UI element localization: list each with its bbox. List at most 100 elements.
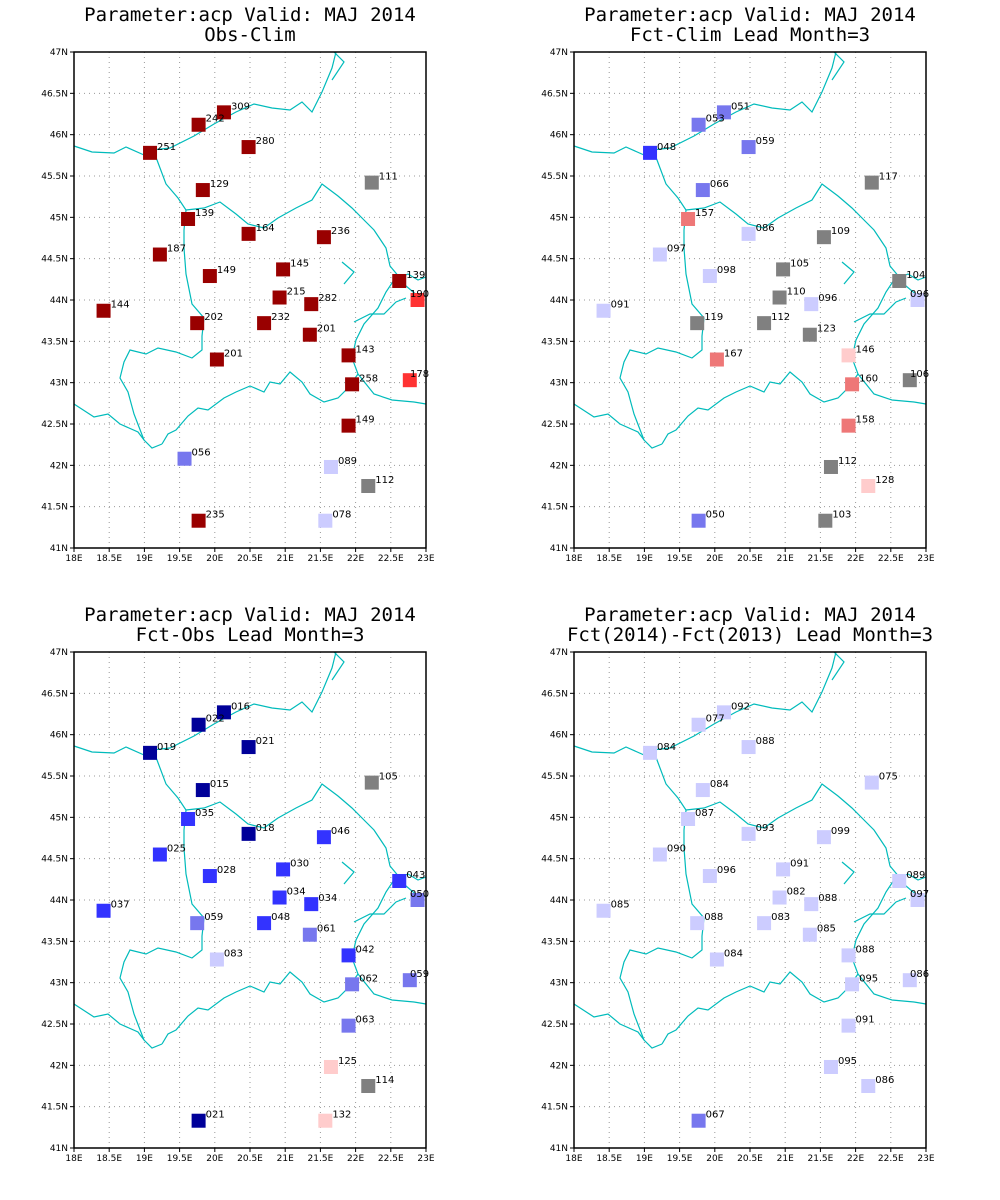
lon-tick-label: 21E [277, 1154, 294, 1164]
station-marker [741, 740, 756, 755]
lon-tick-label: 18E [565, 554, 582, 564]
station-marker [318, 513, 333, 528]
station-value: 096 [910, 289, 929, 300]
station-marker [902, 973, 917, 988]
border-line [841, 861, 855, 885]
lon-tick-label: 18E [565, 1154, 582, 1164]
station-value: 053 [706, 114, 725, 125]
border-line [685, 183, 926, 297]
station-value: 096 [717, 865, 736, 876]
station-marker [361, 479, 376, 493]
station-value: 242 [206, 114, 225, 125]
station-value: 088 [818, 893, 837, 904]
station-marker [596, 903, 611, 918]
lat-tick-label: 45.5N [41, 172, 68, 182]
station-value: 236 [331, 226, 350, 237]
station-value: 086 [910, 969, 929, 980]
station-value: 085 [817, 924, 836, 935]
lon-tick-label: 18.5E [96, 554, 122, 564]
lon-tick-label: 23E [917, 554, 934, 564]
station-value: 089 [338, 456, 357, 467]
border-line [573, 651, 837, 756]
station-marker [96, 903, 111, 918]
station-marker [152, 247, 167, 262]
lat-tick-label: 42N [50, 461, 68, 471]
lat-tick-label: 45.5N [541, 172, 568, 182]
station-marker [272, 290, 287, 305]
station-marker [96, 303, 111, 318]
station-value: 139 [195, 208, 214, 219]
station-marker [772, 890, 787, 905]
station-value: 178 [410, 369, 429, 380]
station-value: 059 [204, 912, 223, 923]
station-marker [681, 211, 696, 226]
station-marker [209, 952, 224, 967]
lat-tick-label: 45N [50, 813, 68, 823]
station-value: 078 [332, 510, 351, 521]
station-value: 190 [410, 289, 429, 300]
station-marker [216, 105, 231, 120]
station-marker [392, 273, 407, 288]
station-value: 048 [657, 142, 676, 153]
station-value: 104 [906, 270, 925, 281]
station-marker [741, 140, 756, 155]
station-marker [304, 897, 319, 912]
station-marker [902, 373, 917, 388]
station-value: 087 [695, 808, 714, 819]
station-marker [709, 352, 724, 367]
border-line [73, 1003, 163, 1049]
station-value: 144 [111, 300, 130, 311]
lat-tick-label: 43N [50, 379, 68, 389]
station-value: 016 [231, 701, 250, 712]
station-value: 015 [210, 779, 229, 790]
border-line [185, 783, 426, 897]
panel-subtitle: Obs-Clim [204, 24, 296, 46]
lon-tick-label: 22E [847, 554, 864, 564]
lat-tick-label: 46N [50, 131, 68, 141]
lon-tick-label: 20E [706, 554, 723, 564]
lon-tick-label: 23E [417, 554, 434, 564]
station-value: 067 [706, 1110, 725, 1121]
station-value: 103 [832, 510, 851, 521]
station-value: 105 [790, 258, 809, 269]
station-marker [816, 830, 831, 845]
station-value: 111 [379, 172, 398, 183]
lon-tick-label: 20E [706, 1154, 723, 1164]
station-value: 235 [206, 510, 225, 521]
lon-tick-label: 21E [777, 1154, 794, 1164]
station-value: 158 [856, 415, 875, 426]
border-line [841, 261, 855, 285]
station-marker [716, 105, 731, 120]
border-line [161, 971, 359, 1045]
station-marker [276, 262, 291, 277]
station-marker [345, 377, 360, 392]
lat-tick-label: 46N [550, 731, 568, 741]
panel-title: Parameter:acp Valid: MAJ 2014 [84, 4, 416, 26]
lon-tick-label: 19.5E [667, 554, 693, 564]
station-value: 030 [290, 858, 309, 869]
station-marker [410, 893, 425, 907]
lat-tick-label: 47N [550, 648, 568, 658]
station-value: 129 [210, 179, 229, 190]
border-line [341, 861, 355, 885]
station-value: 215 [287, 287, 306, 298]
station-marker [652, 847, 667, 862]
station-value: 051 [731, 101, 750, 112]
station-marker [804, 297, 819, 312]
station-marker [643, 145, 658, 160]
lat-tick-label: 41.5N [41, 503, 68, 513]
station-value: 059 [410, 969, 429, 980]
station-marker [392, 873, 407, 888]
lat-tick-label: 44.5N [41, 855, 68, 865]
station-value: 112 [375, 475, 394, 486]
station-value: 097 [667, 244, 686, 255]
lat-tick-label: 41N [550, 544, 568, 554]
station-value: 251 [157, 142, 176, 153]
station-marker [177, 451, 192, 466]
station-marker [709, 952, 724, 967]
station-marker [195, 783, 210, 798]
station-value: 086 [875, 1075, 894, 1086]
border-line [661, 371, 859, 445]
lon-tick-label: 19E [136, 1154, 153, 1164]
